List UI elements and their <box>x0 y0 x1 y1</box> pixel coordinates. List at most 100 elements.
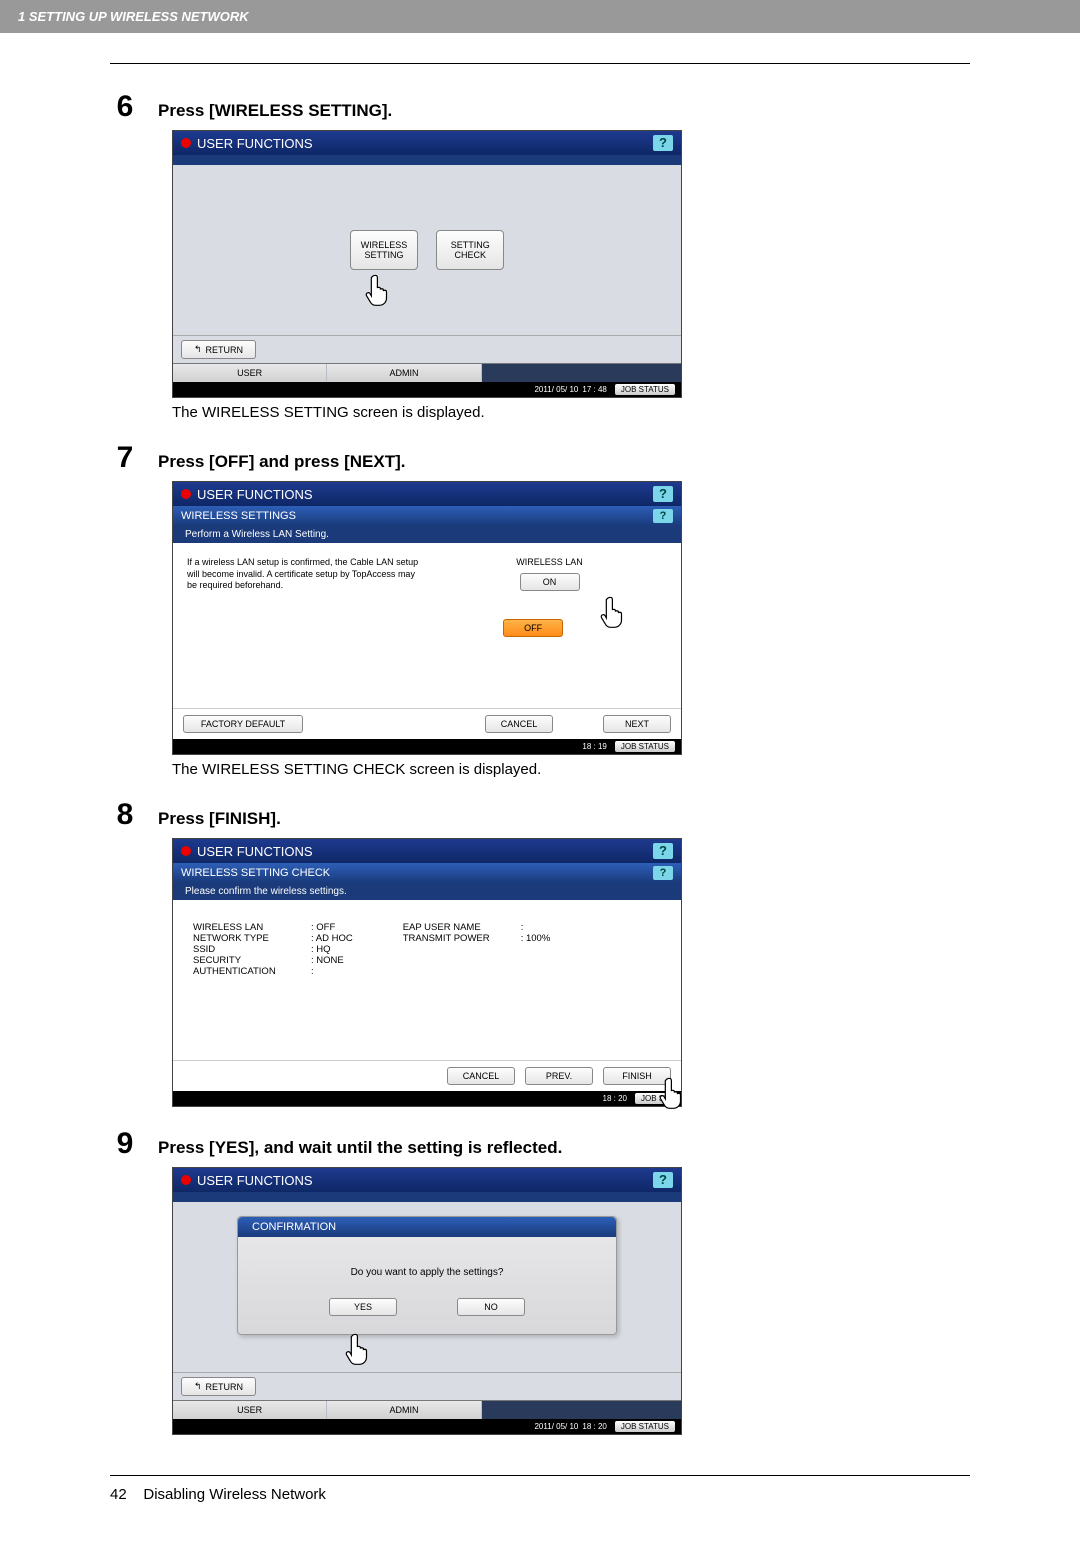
step-6-number: 6 <box>110 90 140 124</box>
eap-label: EAP USER NAME <box>403 922 513 933</box>
status-time: 18 : 20 <box>582 1422 606 1431</box>
on-button[interactable]: ON <box>520 573 580 591</box>
step-7-caption: The WIRELESS SETTING CHECK screen is dis… <box>172 761 970 778</box>
step-8: 8 Press [FINISH]. USER FUNCTIONS ? WIREL… <box>110 798 970 1107</box>
screenshot-9: USER FUNCTIONS ? CONFIRMATION Do you wan… <box>172 1167 682 1435</box>
dialog-message: Do you want to apply the settings? <box>258 1267 596 1278</box>
divider-top <box>110 63 970 64</box>
security-label: SECURITY <box>193 955 303 966</box>
chapter-text: 1 SETTING UP WIRELESS NETWORK <box>18 9 249 24</box>
help-icon[interactable]: ? <box>653 866 673 880</box>
shot8-buttons: CANCEL PREV. FINISH <box>173 1060 681 1091</box>
shot9-statusbar: 2011/ 05/ 10 18 : 20 JOB STATUS <box>173 1419 681 1434</box>
security-value: : NONE <box>311 955 344 966</box>
help-icon[interactable]: ? <box>653 843 673 859</box>
step-8-title: Press [FINISH]. <box>158 809 281 829</box>
factory-default-button[interactable]: FACTORY DEFAULT <box>183 715 303 733</box>
logo-icon <box>181 1175 191 1185</box>
shot9-tabs: USER ADMIN <box>173 1400 681 1419</box>
auth-value: : <box>311 966 314 977</box>
shot6-titlebar: USER FUNCTIONS ? <box>173 131 681 155</box>
tx-value: : 100% <box>521 933 551 944</box>
shot9-title: USER FUNCTIONS <box>197 1173 313 1188</box>
no-button[interactable]: NO <box>457 1298 525 1316</box>
shot7-title: USER FUNCTIONS <box>197 487 313 502</box>
return-row: ↰ RETURN <box>173 1372 681 1400</box>
return-button[interactable]: ↰ RETURN <box>181 340 256 359</box>
shot9-titlebar: USER FUNCTIONS ? <box>173 1168 681 1192</box>
shot8-title: USER FUNCTIONS <box>197 844 313 859</box>
step-7-title: Press [OFF] and press [NEXT]. <box>158 452 406 472</box>
admin-tab[interactable]: ADMIN <box>327 1401 480 1419</box>
shot6-tabs: USER ADMIN <box>173 363 681 382</box>
cancel-button[interactable]: CANCEL <box>485 715 553 733</box>
screenshot-6: USER FUNCTIONS ? WIRELESS SETTING SETTIN… <box>172 130 682 398</box>
shot7-statusbar: 18 : 19 JOB STATUS <box>173 739 681 754</box>
next-button[interactable]: NEXT <box>603 715 671 733</box>
yes-button[interactable]: YES <box>329 1298 397 1316</box>
job-status-button[interactable]: JOB STATUS <box>615 741 675 752</box>
help-icon[interactable]: ? <box>653 1172 673 1188</box>
help-icon[interactable]: ? <box>653 135 673 151</box>
spacer <box>173 1192 681 1202</box>
status-time: 18 : 19 <box>582 742 606 751</box>
shot8-subtitle: WIRELESS SETTING CHECK ? <box>173 863 681 883</box>
subtitle-text: WIRELESS SETTINGS <box>181 510 296 522</box>
job-status-button[interactable]: JOB STATUS <box>615 384 675 395</box>
page-footer: 42 Disabling Wireless Network <box>0 1455 1080 1543</box>
footer-divider <box>110 1475 970 1476</box>
step-9-title: Press [YES], and wait until the setting … <box>158 1138 562 1158</box>
tab-spacer <box>482 1401 681 1419</box>
return-button[interactable]: ↰ RETURN <box>181 1377 256 1396</box>
shot7-buttons: FACTORY DEFAULT CANCEL NEXT <box>173 708 681 739</box>
confirmation-dialog: CONFIRMATION Do you want to apply the se… <box>237 1216 617 1335</box>
shot6-body: WIRELESS SETTING SETTING CHECK <box>173 165 681 335</box>
prev-button[interactable]: PREV. <box>525 1067 593 1085</box>
hand-cursor-icon <box>363 273 393 307</box>
hand-cursor-icon <box>343 1332 373 1366</box>
setting-check-button[interactable]: SETTING CHECK <box>436 230 504 270</box>
admin-tab[interactable]: ADMIN <box>327 364 480 382</box>
tab-spacer <box>482 364 681 382</box>
wlan-label: WIRELESS LAN <box>432 557 667 567</box>
status-time: 17 : 48 <box>582 385 606 394</box>
cancel-button[interactable]: CANCEL <box>447 1067 515 1085</box>
shot7-titlebar: USER FUNCTIONS ? <box>173 482 681 506</box>
shot8-body: WIRELESS LAN: OFF NETWORK TYPE: AD HOC S… <box>173 900 681 1060</box>
spacer <box>173 155 681 165</box>
logo-icon <box>181 489 191 499</box>
job-status-button[interactable]: JOB STATUS <box>615 1421 675 1432</box>
help-icon[interactable]: ? <box>653 509 673 523</box>
tx-label: TRANSMIT POWER <box>403 933 513 944</box>
shot6-statusbar: 2011/ 05/ 10 17 : 48 JOB STATUS <box>173 382 681 397</box>
main-content: 6 Press [WIRELESS SETTING]. USER FUNCTIO… <box>0 33 1080 1435</box>
shot7-body: If a wireless LAN setup is confirmed, th… <box>173 543 681 708</box>
chapter-header: 1 SETTING UP WIRELESS NETWORK <box>0 0 1080 33</box>
step-9-number: 9 <box>110 1127 140 1161</box>
logo-icon <box>181 846 191 856</box>
settings-col-left: WIRELESS LAN: OFF NETWORK TYPE: AD HOC S… <box>193 922 353 977</box>
shot7-prompt: Perform a Wireless LAN Setting. <box>173 526 681 543</box>
wlan-value: : OFF <box>311 922 335 933</box>
off-button[interactable]: OFF <box>503 619 563 637</box>
hand-cursor-icon <box>598 595 628 629</box>
wlan-note: If a wireless LAN setup is confirmed, th… <box>187 557 422 592</box>
help-icon[interactable]: ? <box>653 486 673 502</box>
status-time: 18 : 20 <box>603 1094 627 1103</box>
step-6: 6 Press [WIRELESS SETTING]. USER FUNCTIO… <box>110 90 970 421</box>
user-tab[interactable]: USER <box>173 364 326 382</box>
eap-value: : <box>521 922 524 933</box>
ssid-value: : HQ <box>311 944 331 955</box>
step-6-caption: The WIRELESS SETTING screen is displayed… <box>172 404 970 421</box>
return-row: ↰ RETURN <box>173 335 681 363</box>
step-8-number: 8 <box>110 798 140 832</box>
shot8-statusbar: 18 : 20 JOB ST <box>173 1091 681 1106</box>
nettype-value: : AD HOC <box>311 933 353 944</box>
page-number: 42 <box>110 1486 127 1503</box>
wireless-setting-button[interactable]: WIRELESS SETTING <box>350 230 419 270</box>
status-date: 2011/ 05/ 10 <box>534 1422 578 1431</box>
dialog-body: Do you want to apply the settings? YES N… <box>238 1237 616 1334</box>
user-tab[interactable]: USER <box>173 1401 326 1419</box>
dialog-title: CONFIRMATION <box>238 1217 616 1237</box>
section-title: Disabling Wireless Network <box>143 1486 326 1503</box>
